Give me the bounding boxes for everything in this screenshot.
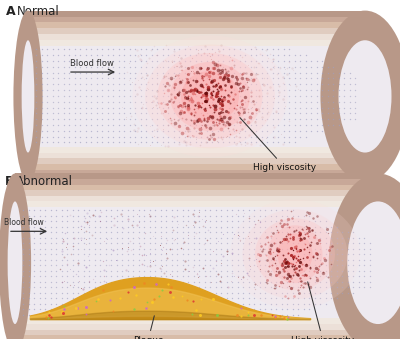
Bar <box>28 158 365 164</box>
Text: B: B <box>5 176 14 188</box>
Ellipse shape <box>4 201 26 324</box>
Ellipse shape <box>8 201 22 324</box>
Bar <box>28 40 365 46</box>
Ellipse shape <box>330 28 400 164</box>
Bar <box>28 153 365 158</box>
Bar <box>15 201 378 324</box>
Ellipse shape <box>347 201 400 324</box>
Ellipse shape <box>332 179 400 339</box>
Ellipse shape <box>22 40 34 153</box>
Bar <box>28 34 365 40</box>
Text: High viscosity: High viscosity <box>240 118 316 172</box>
Bar <box>15 318 378 324</box>
Bar <box>15 174 378 179</box>
Bar <box>15 185 378 190</box>
Ellipse shape <box>2 190 28 335</box>
Ellipse shape <box>0 179 30 339</box>
Bar <box>28 40 365 153</box>
Text: Plaque: Plaque <box>133 316 163 339</box>
Bar <box>15 196 378 201</box>
Ellipse shape <box>1 185 29 339</box>
Ellipse shape <box>255 218 335 290</box>
Ellipse shape <box>341 196 400 330</box>
Ellipse shape <box>320 11 400 182</box>
Ellipse shape <box>170 62 250 131</box>
Ellipse shape <box>278 233 312 275</box>
Ellipse shape <box>18 40 38 153</box>
Ellipse shape <box>336 40 394 153</box>
Ellipse shape <box>324 17 400 176</box>
Ellipse shape <box>338 40 392 153</box>
Bar <box>15 179 378 185</box>
Ellipse shape <box>132 36 288 157</box>
Ellipse shape <box>14 11 42 182</box>
Ellipse shape <box>181 71 239 122</box>
Bar <box>28 146 365 153</box>
Text: Blood flow: Blood flow <box>4 218 44 227</box>
Ellipse shape <box>158 53 262 140</box>
Ellipse shape <box>333 34 397 158</box>
Ellipse shape <box>145 44 275 148</box>
Text: A: A <box>6 5 16 18</box>
Bar <box>15 324 378 330</box>
Ellipse shape <box>0 174 31 339</box>
Ellipse shape <box>18 34 38 158</box>
Ellipse shape <box>327 22 400 170</box>
Ellipse shape <box>3 196 27 330</box>
Text: Blood flow: Blood flow <box>70 59 114 68</box>
Ellipse shape <box>14 17 42 176</box>
Bar <box>15 190 378 196</box>
Ellipse shape <box>344 201 400 324</box>
Bar <box>28 176 365 182</box>
Ellipse shape <box>16 28 40 164</box>
Bar <box>28 11 365 17</box>
Bar <box>15 201 378 207</box>
Ellipse shape <box>268 225 322 283</box>
Bar <box>28 17 365 22</box>
Bar <box>28 28 365 34</box>
Bar <box>15 330 378 335</box>
Ellipse shape <box>335 185 400 339</box>
Text: High viscosity: High viscosity <box>292 282 354 339</box>
Ellipse shape <box>16 22 40 170</box>
Bar <box>28 170 365 176</box>
Bar <box>28 22 365 28</box>
Text: Normal: Normal <box>17 5 60 18</box>
Ellipse shape <box>338 190 400 335</box>
Ellipse shape <box>242 210 348 299</box>
Ellipse shape <box>329 174 400 339</box>
Text: Abnormal: Abnormal <box>16 176 73 188</box>
Bar <box>28 164 365 170</box>
Bar <box>15 335 378 339</box>
Ellipse shape <box>230 199 360 309</box>
